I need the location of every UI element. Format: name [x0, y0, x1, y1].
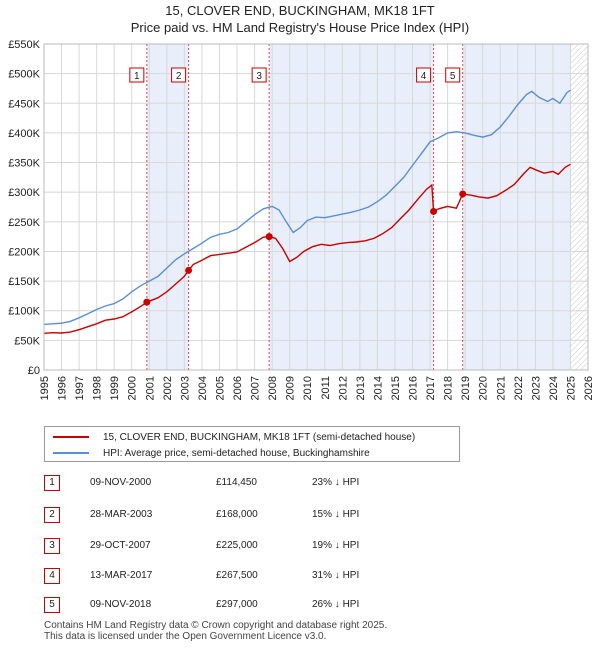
sale-date: 09-NOV-2000: [90, 477, 152, 488]
sale-badge-label: 2: [176, 71, 182, 82]
x-tick-label: 2026: [583, 376, 595, 400]
x-tick-label: 2001: [144, 376, 156, 400]
sale-badge-label: 3: [256, 71, 262, 82]
sale-badge-label: 1: [134, 71, 140, 82]
x-tick-label: 2017: [425, 376, 437, 400]
y-tick-label: £0: [28, 365, 40, 377]
x-tick-label: 1996: [57, 376, 69, 400]
footer-attribution: Contains HM Land Registry data © Crown c…: [44, 620, 387, 642]
x-tick-label: 2021: [495, 376, 507, 400]
footer-line-2: This data is licensed under the Open Gov…: [44, 631, 327, 642]
chart-legend: 15, CLOVER END, BUCKINGHAM, MK18 1FT (se…: [44, 426, 460, 462]
x-tick-label: 2025: [565, 376, 577, 400]
hpi-series-line: [43, 89, 571, 326]
sale-price: £297,000: [216, 599, 258, 610]
x-tick-label: 1995: [39, 376, 51, 400]
x-tick-label: 2008: [267, 376, 279, 400]
sale-point: [430, 207, 438, 215]
x-tick-label: 2014: [372, 376, 384, 400]
sale-price: £114,450: [216, 477, 257, 488]
y-tick-label: £550K: [8, 39, 40, 51]
x-tick-label: 2009: [285, 376, 297, 400]
x-tick-label: 1997: [74, 376, 86, 400]
chart-title: 15, CLOVER END, BUCKINGHAM, MK18 1FT: [165, 3, 435, 18]
sale-hpi-diff: 23% ↓ HPI: [312, 477, 360, 488]
sale-date: 13-MAR-2017: [90, 570, 153, 581]
footer-line-1: Contains HM Land Registry data © Crown c…: [44, 620, 388, 631]
y-tick-label: £250K: [8, 217, 40, 229]
y-tick-label: £300K: [8, 187, 40, 199]
legend-label-hpi: HPI: Average price, semi-detached house,…: [103, 447, 370, 459]
x-tick-label: 2011: [320, 376, 332, 400]
x-tick-label: 2000: [127, 376, 139, 400]
plot-frame: [43, 43, 589, 371]
sale-badge-box: [416, 67, 432, 83]
y-tick-label: £450K: [8, 98, 40, 110]
x-tick-label: 2022: [513, 376, 525, 400]
legend-swatch-hpi: [53, 452, 89, 454]
x-tick-label: 2023: [530, 376, 542, 400]
x-tick-label: 1999: [109, 376, 121, 400]
sale-hpi-diff: 26% ↓ HPI: [312, 599, 360, 610]
sale-price: £225,000: [216, 540, 258, 551]
y-tick-label: £400K: [8, 128, 40, 140]
shaded-period: [146, 44, 189, 370]
sale-hpi-diff: 19% ↓ HPI: [312, 540, 360, 551]
x-tick-label: 2003: [179, 376, 191, 400]
shaded-period: [462, 44, 571, 370]
sale-number: 2: [44, 507, 60, 523]
sale-badge-box: [445, 67, 461, 83]
sale-date: 09-NOV-2018: [90, 599, 152, 610]
legend-property: 15, CLOVER END, BUCKINGHAM, MK18 1FT (se…: [53, 430, 415, 444]
y-tick-label: £350K: [8, 158, 40, 170]
sale-price: £168,000: [216, 509, 258, 520]
y-tick-label: £150K: [8, 276, 40, 288]
sale-number: 3: [44, 538, 60, 554]
y-tick-label: £200K: [8, 246, 40, 258]
legend-hpi: HPI: Average price, semi-detached house,…: [53, 446, 370, 460]
sale-number: 1: [44, 475, 60, 491]
chart-subtitle: Price paid vs. HM Land Registry's House …: [130, 20, 470, 35]
sale-badge-box: [171, 67, 187, 83]
x-tick-label: 2024: [548, 376, 560, 400]
legend-swatch-property: [53, 436, 89, 438]
sale-hpi-diff: 31% ↓ HPI: [312, 570, 360, 581]
x-tick-label: 2013: [355, 376, 367, 400]
x-tick-label: 2006: [232, 376, 244, 400]
x-tick-label: 2007: [250, 376, 262, 400]
sale-date: 29-OCT-2007: [90, 540, 151, 551]
y-tick-label: £500K: [8, 69, 40, 81]
sale-point: [265, 233, 273, 241]
x-tick-label: 2002: [162, 376, 174, 400]
property-series-line: [43, 163, 571, 334]
sale-price: £267,500: [216, 570, 258, 581]
sale-hpi-diff: 15% ↓ HPI: [312, 509, 360, 520]
y-tick-label: £100K: [8, 306, 40, 318]
forecast-hatch: [570, 44, 588, 370]
sale-point: [185, 266, 193, 274]
x-tick-label: 2018: [443, 376, 455, 400]
x-tick-label: 2019: [460, 376, 472, 400]
legend-label-property: 15, CLOVER END, BUCKINGHAM, MK18 1FT (se…: [103, 431, 416, 443]
sale-number: 4: [44, 568, 60, 584]
x-tick-label: 2016: [408, 376, 420, 400]
sale-badge-label: 5: [450, 71, 456, 82]
x-tick-label: 2020: [478, 376, 490, 400]
x-tick-label: 1998: [92, 376, 104, 400]
sale-date: 28-MAR-2003: [90, 509, 153, 520]
y-tick-label: £50K: [14, 335, 40, 347]
price-chart: £0 £50K £100K £150K £200K £250K £300K £350K £400…: [8, 39, 595, 400]
x-tick-label: 2015: [390, 376, 402, 400]
sale-badge-box: [251, 67, 267, 83]
sale-point: [143, 298, 151, 306]
x-tick-label: 2012: [337, 376, 349, 400]
x-tick-label: 2005: [214, 376, 226, 400]
x-tick-label: 2010: [302, 376, 314, 400]
sale-badge-label: 4: [421, 71, 427, 82]
sale-number: 5: [44, 597, 60, 613]
shaded-period: [269, 44, 434, 370]
sale-point: [459, 190, 467, 198]
sale-badge-box: [129, 67, 145, 83]
x-tick-label: 2004: [197, 376, 209, 400]
